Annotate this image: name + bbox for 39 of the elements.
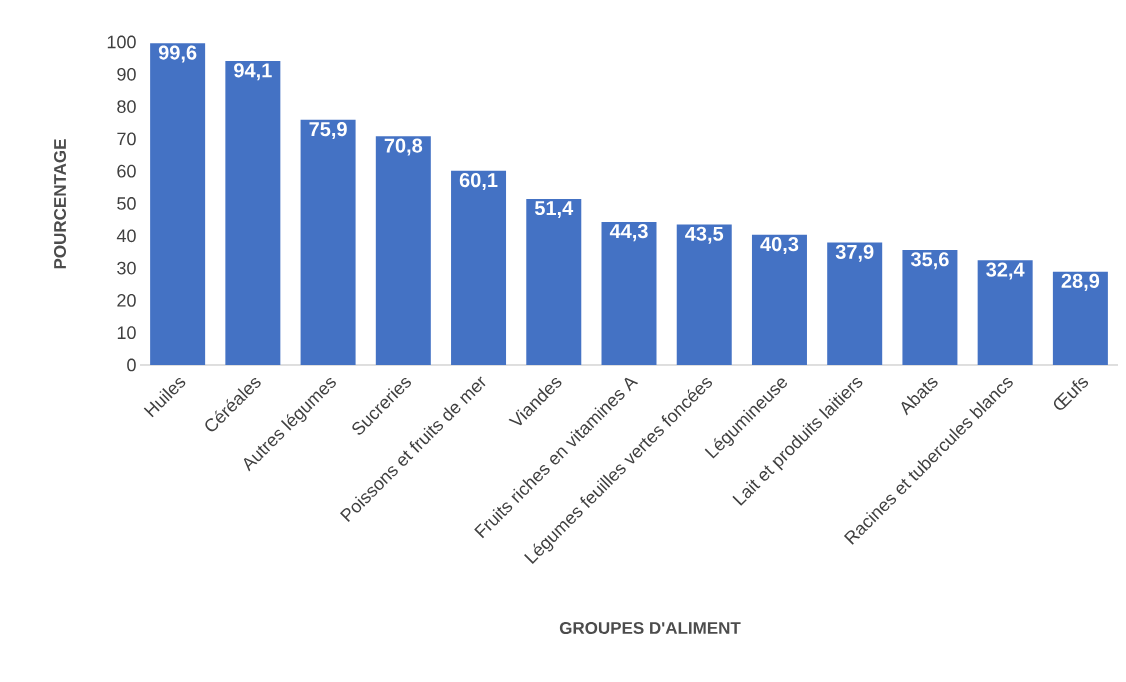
data-label: 28,9 <box>1061 273 1100 291</box>
y-tick-label: 50 <box>117 197 136 210</box>
data-label: 94,1 <box>234 63 272 81</box>
y-axis-title: POURCENTAGE <box>53 139 67 269</box>
bar <box>526 198 582 365</box>
y-tick-label: 40 <box>116 229 136 243</box>
bar <box>451 170 507 365</box>
data-label: 35,6 <box>910 252 949 270</box>
bar <box>375 136 431 365</box>
data-label: 75,9 <box>309 122 347 140</box>
y-tick-label: 60 <box>117 164 136 178</box>
y-tick-label: 20 <box>117 294 136 307</box>
bar <box>676 224 732 365</box>
y-tick-label: 30 <box>117 261 136 275</box>
data-label: 99,6 <box>158 45 197 63</box>
bar <box>225 61 281 365</box>
bar <box>150 43 206 365</box>
data-label: 37,9 <box>835 244 874 262</box>
data-label: 60,1 <box>459 173 498 191</box>
data-label: 44,3 <box>609 224 648 242</box>
bar <box>902 250 958 365</box>
x-axis-title: GROUPES D'ALIMENT <box>559 621 741 635</box>
y-tick-label: 100 <box>107 35 136 49</box>
bar <box>300 119 356 365</box>
bar <box>601 221 657 365</box>
bar <box>1052 271 1108 365</box>
data-label: 32,4 <box>986 262 1025 280</box>
y-tick-label: 70 <box>117 132 136 146</box>
bar <box>977 260 1033 365</box>
y-tick-label: 10 <box>117 326 136 340</box>
data-label: 51,4 <box>534 201 574 219</box>
data-label: 40,3 <box>760 237 799 255</box>
y-tick-label: 0 <box>127 358 136 372</box>
y-tick-label: 80 <box>117 100 136 113</box>
data-label: 43,5 <box>685 226 724 244</box>
data-label: 70,8 <box>384 138 423 156</box>
bar <box>751 234 807 365</box>
y-tick-label: 90 <box>117 67 136 81</box>
bar <box>827 242 883 365</box>
